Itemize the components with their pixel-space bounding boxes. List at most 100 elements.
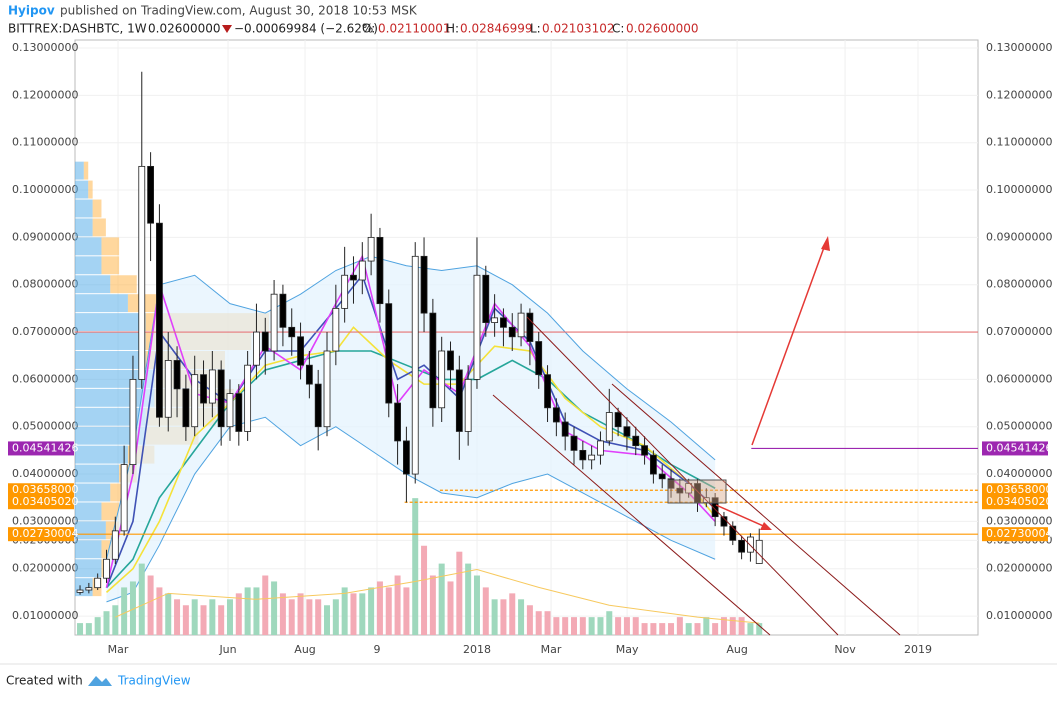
candle-body: [614, 412, 622, 428]
volume-bar: [288, 599, 295, 635]
author[interactable]: Hyipov: [8, 4, 55, 18]
level-label: 0.03405020: [986, 495, 1052, 508]
candle-body: [297, 336, 304, 366]
candle-body: [429, 312, 437, 409]
volume-bar: [244, 587, 251, 635]
volume-bar: [500, 599, 507, 635]
volume-bar: [376, 581, 383, 635]
band-lower: [106, 416, 716, 603]
candle-body: [570, 435, 578, 451]
x-tick-label: Aug: [294, 643, 315, 656]
volume-bar: [121, 587, 128, 635]
candle-body: [535, 341, 543, 376]
profile-up: [75, 199, 93, 218]
y-tick-label: 0.04000000: [12, 467, 78, 480]
candle-body: [641, 445, 648, 456]
volume-bar: [103, 611, 110, 635]
plot: 0.01000000 0.01000000 0.02000000 0.02000000…: [8, 39, 1052, 656]
y-tick-label: 0.09000000: [986, 230, 1052, 243]
candle-body: [129, 378, 137, 465]
channel-line: [611, 383, 901, 636]
volume-bar: [703, 617, 710, 635]
level-label: 0.04541426: [12, 441, 78, 454]
candle-body: [747, 536, 754, 553]
volume-bar: [438, 563, 445, 635]
volume-bar: [209, 599, 216, 635]
volume-bar: [421, 545, 428, 635]
published: published on TradingView.com, August 30,…: [60, 4, 418, 18]
candle-body: [438, 350, 446, 409]
candle-body: [552, 407, 560, 423]
x-tick-label: 9: [374, 643, 381, 656]
change: −0.00069984 (−2.62%): [234, 22, 378, 36]
volume-bar: [473, 575, 480, 635]
volume-bar: [85, 623, 92, 635]
volume-bar: [315, 599, 322, 635]
profile-up: [75, 464, 120, 483]
volume-bar: [606, 611, 613, 635]
channel-line: [526, 316, 839, 636]
profile-up: [75, 256, 102, 275]
x-tick-label: Nov: [834, 643, 856, 656]
symbol: BITTREX:DASHBTC, 1W: [8, 22, 147, 36]
candle-body: [314, 383, 322, 428]
h-value: 0.02846999: [460, 22, 533, 36]
volume-bar: [129, 581, 136, 635]
target-arrow: [751, 241, 827, 446]
candle-body: [244, 364, 252, 432]
candle-body: [156, 222, 163, 418]
profile-down: [101, 502, 120, 521]
candle-body: [464, 378, 472, 432]
candle-body: [261, 331, 269, 352]
o-value: 0.02110001: [378, 22, 451, 36]
profile-down: [101, 256, 120, 275]
y-tick-label: 0.02000000: [986, 562, 1052, 575]
volume-bar: [729, 617, 736, 635]
volume-bar: [720, 617, 727, 635]
volume-bar: [571, 617, 578, 635]
candle-body: [270, 293, 278, 352]
profile-up: [75, 350, 146, 369]
channel-line: [492, 394, 771, 636]
volume-bar: [685, 623, 692, 635]
level-box: [8, 495, 74, 510]
volume-bar: [394, 575, 401, 635]
volume-bar: [271, 581, 278, 635]
y-tick-label: 0.03000000: [12, 514, 78, 527]
level-box: [982, 527, 1048, 542]
candle-body: [217, 369, 225, 428]
candle-body: [173, 360, 181, 390]
candle-body: [103, 558, 110, 579]
candle-body: [605, 412, 613, 442]
candle-body: [332, 307, 340, 352]
candle-body: [76, 589, 84, 593]
y-tick-label: 0.06000000: [12, 372, 78, 385]
profile-up: [75, 275, 111, 294]
volume-bar: [165, 593, 172, 635]
profile-down: [92, 218, 106, 237]
volume-bar: [632, 617, 639, 635]
volume-bar: [368, 587, 375, 635]
y-tick-label: 0.13000000: [986, 41, 1052, 54]
y-tick-label: 0.06000000: [986, 372, 1052, 385]
level-box: [982, 483, 1048, 498]
candle-body: [253, 331, 260, 366]
volume-bar: [597, 617, 604, 635]
volume-bar: [615, 617, 622, 635]
candle-body: [279, 293, 287, 328]
arrow-head: [821, 236, 830, 251]
brand[interactable]: TradingView: [117, 674, 191, 688]
level-label: 0.03405020: [12, 495, 78, 508]
volume-bar: [332, 599, 339, 635]
y-tick-label: 0.13000000: [12, 41, 78, 54]
profile-up: [75, 559, 102, 578]
volume-bar: [182, 605, 189, 635]
candle-body: [191, 374, 199, 428]
profile-up: [75, 180, 89, 199]
volume-bar: [588, 617, 595, 635]
volume-bar: [429, 575, 436, 635]
candle-body: [588, 454, 596, 461]
volume-bar: [359, 593, 366, 635]
